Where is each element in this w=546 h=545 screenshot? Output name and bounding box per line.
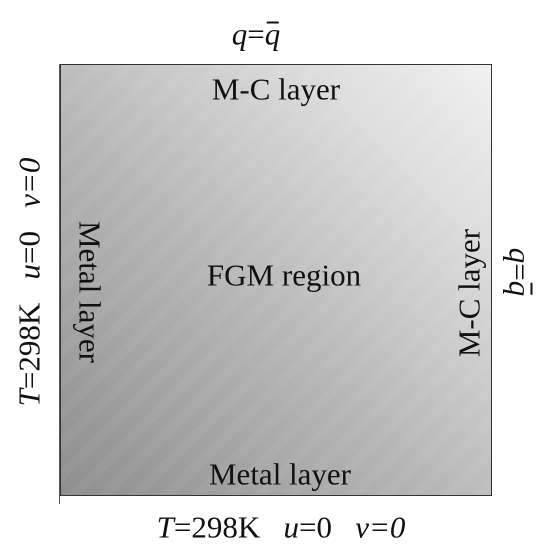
left-boundary-condition: T=298K u=0 v=0 (11, 157, 47, 407)
bottom-boundary-condition: T=298K u=0 v=0 (157, 512, 406, 543)
left-edge-accent-line (59, 64, 60, 504)
bottom-v-value: =0 (368, 509, 406, 545)
left-v-value: =0 (11, 157, 47, 195)
bottom-metal-layer-label: Metal layer (208, 456, 352, 492)
right-q-symbol: q (502, 247, 538, 264)
right-q-bar-symbol: q (502, 280, 538, 297)
bottom-temp-value: =298K (173, 509, 261, 545)
bottom-u-symbol: u (283, 509, 299, 545)
top-equals: = (247, 16, 265, 52)
left-temp-value: =298K (11, 302, 47, 390)
left-u-symbol: u (11, 264, 47, 280)
left-u-value: =0 (11, 231, 47, 265)
right-boundary-condition: q=q (502, 247, 538, 297)
fgm-region-label: FGM region (206, 257, 362, 293)
right-mc-layer-label: M-C layer (451, 228, 487, 358)
left-metal-layer-label: Metal layer (72, 220, 108, 364)
bottom-u-value: =0 (298, 509, 332, 545)
left-T-symbol: T (11, 389, 47, 407)
bottom-T-symbol: T (156, 509, 174, 545)
fgm-domain (60, 64, 492, 496)
left-v-symbol: v (11, 194, 47, 208)
right-equals: = (502, 263, 538, 281)
top-q-bar-symbol: q (264, 16, 281, 52)
top-boundary-condition: q=q (232, 19, 280, 50)
bottom-v-symbol: v (355, 509, 369, 545)
top-q-symbol: q (231, 16, 248, 52)
top-mc-layer-label: M-C layer (211, 71, 341, 107)
